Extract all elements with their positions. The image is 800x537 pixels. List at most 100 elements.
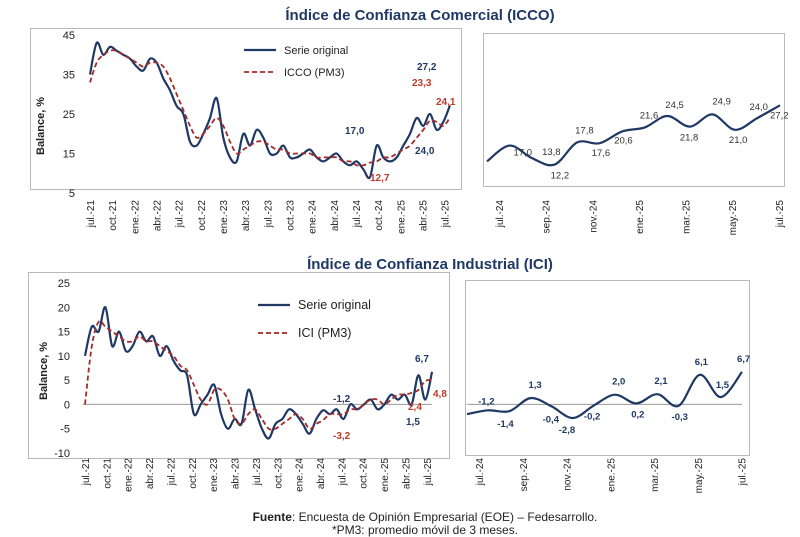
ici-xtick-7: abr.-23 xyxy=(231,458,242,490)
icco-xtick-12: jul.-24 xyxy=(352,200,363,229)
icco-zoom-xtick-2: nov.-24 xyxy=(588,200,599,233)
ici-ytick-6: 20 xyxy=(58,302,70,314)
icco-annotation-5: 24,0 xyxy=(415,146,435,157)
ici-annotation-2: 2,4 xyxy=(408,402,422,413)
icco-ytick-0: 5 xyxy=(69,188,75,200)
icco-zoom-data-label-9: 21,8 xyxy=(680,133,699,144)
ici-xtick-12: jul.-24 xyxy=(337,458,348,487)
ici-zoom-xtick-6: jul.-25 xyxy=(738,458,749,487)
icco-xtick-9: oct.-23 xyxy=(286,200,297,231)
icco-legend-original-label: Serie original xyxy=(284,45,348,57)
icco-xtick-14: ene.-25 xyxy=(396,200,407,234)
ici-xtick-0: jul.-21 xyxy=(81,458,92,487)
icco-zoom-xtick-5: may.-25 xyxy=(728,200,739,236)
ici-annotation-1: 4,8 xyxy=(433,389,447,400)
icco-xtick-10: ene.-24 xyxy=(308,200,319,234)
icco-zoom-data-label-6: 20,6 xyxy=(614,135,633,146)
ici-zoom-xtick-5: may.-25 xyxy=(694,458,705,494)
ici-xtick-5: oct.-22 xyxy=(188,458,199,489)
source-text: : Encuesta de Opinión Empresarial (EOE) … xyxy=(291,510,598,524)
icco-zoom-data-label-4: 17,8 xyxy=(575,125,594,136)
icco-zoom-data-label-12: 24,0 xyxy=(749,102,768,113)
icco-xtick-11: abr.-24 xyxy=(330,200,341,232)
ici-xtick-4: jul.-22 xyxy=(166,458,177,487)
icco-xtick-1: oct.-21 xyxy=(108,200,119,231)
ici-series-original-line xyxy=(83,306,434,440)
ici-xtick-8: jul.-23 xyxy=(252,458,263,487)
ici-title: Índice de Confianza Industrial (ICI) xyxy=(307,256,553,273)
icco-zoom-xtick-6: jul.-25 xyxy=(775,200,786,229)
ici-annotation-4: -3,2 xyxy=(333,431,351,442)
ici-zoom-data-label-1: -1,2 xyxy=(478,396,494,407)
icco-xtick-15: abr.-25 xyxy=(418,200,429,232)
icco-zoom-data-label-3: 12,2 xyxy=(551,171,570,182)
icco-ytick-4: 45 xyxy=(63,30,75,42)
ici-ytick-2: 0 xyxy=(64,399,70,411)
ici-xtick-13: oct.-24 xyxy=(359,458,370,489)
icco-ytick-2: 25 xyxy=(63,109,75,121)
ici-zoom-xtick-1: sep.-24 xyxy=(519,458,530,492)
source-line: Fuente: Encuesta de Opinión Empresarial … xyxy=(25,510,800,524)
icco-xtick-16: jul.-25 xyxy=(441,200,452,229)
icco-xtick-4: jul.-22 xyxy=(175,200,186,229)
ici-ytick-1: -5 xyxy=(60,424,70,436)
ici-zoom-data-label-13: 6,7 xyxy=(737,354,750,365)
ici-zoom-panel xyxy=(465,280,750,456)
icco-xtick-8: jul.-23 xyxy=(263,200,274,229)
ici-xtick-2: ene.-22 xyxy=(124,458,135,492)
ici-legend-original-label: Serie original xyxy=(298,298,371,312)
icco-series-original-line xyxy=(88,41,452,180)
ici-ytick-3: 5 xyxy=(64,375,70,387)
icco-legend-pm3-label: ICCO (PM3) xyxy=(284,67,345,79)
icco-xtick-3: abr.-22 xyxy=(153,200,164,232)
ici-zoom-data-label-10: -0,3 xyxy=(672,412,688,423)
icco-zoom-data-label-11: 21,0 xyxy=(729,135,748,146)
ici-zoom-series-original-line xyxy=(466,371,743,420)
ici-ytick-4: 10 xyxy=(58,351,70,363)
ici-zoom-data-label-7: 2,0 xyxy=(612,377,625,388)
icco-title: Índice de Confianza Comercial (ICCO) xyxy=(285,7,555,24)
icco-annotation-3: 17,0 xyxy=(345,126,365,137)
icco-annotation-0: 27,2 xyxy=(417,62,437,73)
icco-zoom-data-label-5: 17,6 xyxy=(592,148,611,159)
icco-ylabel: Balance, % xyxy=(35,96,47,155)
ici-xtick-14: ene.-25 xyxy=(380,458,391,492)
ici-xtick-1: oct.-21 xyxy=(102,458,113,489)
ici-annotation-0: 6,7 xyxy=(415,354,429,365)
icco-zoom-data-label-13: 27,2 xyxy=(770,110,789,121)
ici-zoom-data-label-11: 6,1 xyxy=(695,357,709,368)
icco-zoom-xtick-0: jul.-24 xyxy=(495,200,506,229)
ici-xtick-11: abr.-24 xyxy=(316,458,327,490)
ici-xtick-15: abr.-25 xyxy=(401,458,412,490)
ici-xtick-3: abr.-22 xyxy=(145,458,156,490)
ici-ytick-7: 25 xyxy=(58,278,70,290)
ici-zoom-data-label-5: -2,8 xyxy=(559,425,575,436)
icco-zoom-data-label-7: 21,6 xyxy=(640,110,659,121)
ici-zoom-data-label-8: 0,2 xyxy=(631,409,644,420)
ici-xtick-6: ene.-23 xyxy=(209,458,220,492)
ici-zoom-data-label-4: -0,4 xyxy=(543,414,560,425)
ici-xtick-16: jul.-25 xyxy=(423,458,434,487)
icco-xtick-6: ene.-23 xyxy=(219,200,230,234)
source-note: *PM3: promedio móvil de 3 meses. xyxy=(331,523,519,537)
icco-xtick-2: ene.-22 xyxy=(130,200,141,234)
ici-ytick-0: -10 xyxy=(54,448,70,460)
ici-zoom-xtick-0: jul.-24 xyxy=(475,458,486,487)
icco-annotation-1: 23,3 xyxy=(412,78,432,89)
ici-zoom-xtick-4: mar.-25 xyxy=(650,458,661,492)
icco-ytick-1: 15 xyxy=(63,149,75,161)
icco-xtick-5: oct.-22 xyxy=(197,200,208,231)
ici-zoom-data-label-12: 1,5 xyxy=(716,380,730,391)
ici-series-pm3-line xyxy=(84,320,433,431)
icco-ytick-3: 35 xyxy=(63,70,75,82)
ici-legend-pm3-label: ICI (PM3) xyxy=(298,326,351,340)
ici-zoom-data-label-2: -1,4 xyxy=(497,419,514,430)
icco-zoom-xtick-1: sep.-24 xyxy=(542,200,553,234)
ici-zoom-xtick-3: ene.-25 xyxy=(606,458,617,492)
icco-annotation-2: 24,1 xyxy=(436,97,456,108)
ici-xtick-10: ene.-24 xyxy=(295,458,306,492)
ici-zoom-data-label-6: -0,2 xyxy=(584,411,600,422)
ici-ylabel: Balance, % xyxy=(38,341,50,400)
icco-zoom-panel xyxy=(483,33,785,187)
